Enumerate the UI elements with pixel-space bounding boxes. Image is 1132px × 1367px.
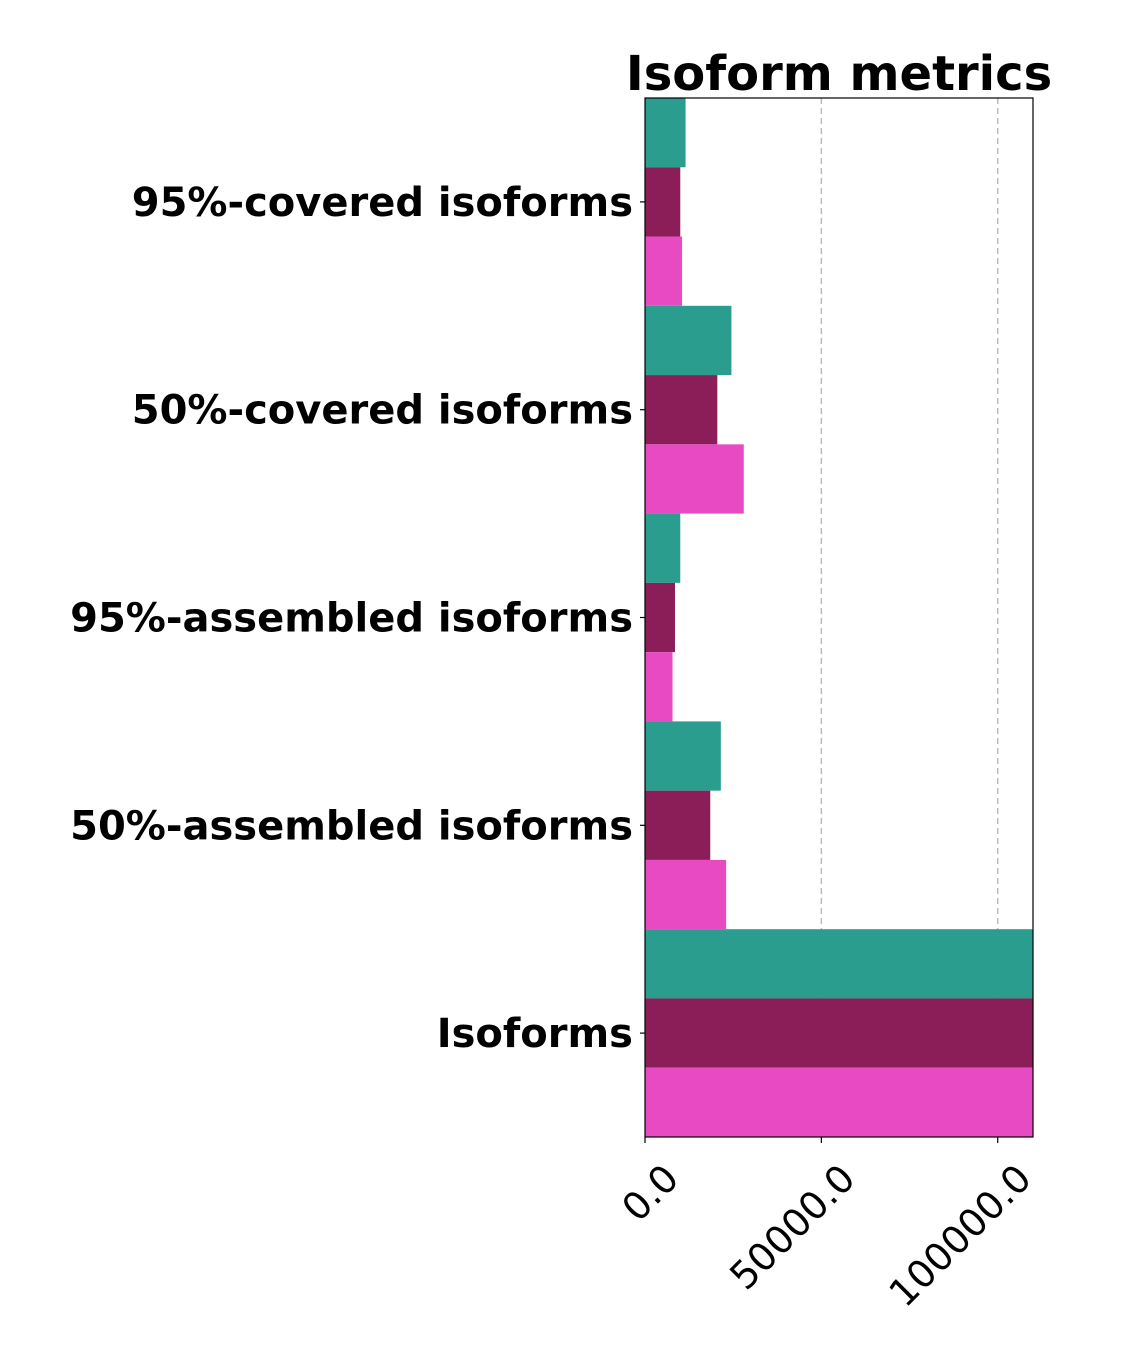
bar bbox=[645, 998, 1033, 1068]
category-label: 95%-assembled isoforms bbox=[70, 596, 633, 642]
bar bbox=[645, 444, 744, 514]
bar bbox=[645, 929, 1033, 999]
bar bbox=[645, 859, 727, 930]
bar bbox=[645, 1067, 1033, 1137]
category-label: 50%-covered isoforms bbox=[132, 388, 633, 434]
x-tick-label: 0.0 bbox=[613, 1156, 687, 1230]
bar bbox=[645, 582, 675, 653]
bar bbox=[645, 721, 721, 791]
bar bbox=[645, 236, 683, 306]
x-tick-label: 100000.0 bbox=[881, 1156, 1040, 1315]
y-axis: 95%-covered isoforms 50%-covered isoforms… bbox=[70, 180, 645, 1057]
chart-title: Isoform metrics bbox=[626, 46, 1052, 102]
category-label: Isoforms bbox=[437, 1011, 633, 1057]
bar bbox=[645, 513, 681, 583]
bar bbox=[645, 375, 718, 445]
bar bbox=[645, 167, 681, 237]
x-axis: 0.0 50000.0 100000.0 bbox=[613, 1137, 1040, 1315]
bars bbox=[645, 98, 1033, 1137]
category-label: 50%-assembled isoforms bbox=[70, 803, 633, 849]
x-tick-label: 50000.0 bbox=[721, 1156, 863, 1298]
bar bbox=[645, 98, 686, 168]
bar bbox=[645, 652, 673, 722]
category-label: 95%-covered isoforms bbox=[132, 180, 633, 226]
bar bbox=[645, 305, 732, 376]
bar bbox=[645, 790, 711, 860]
